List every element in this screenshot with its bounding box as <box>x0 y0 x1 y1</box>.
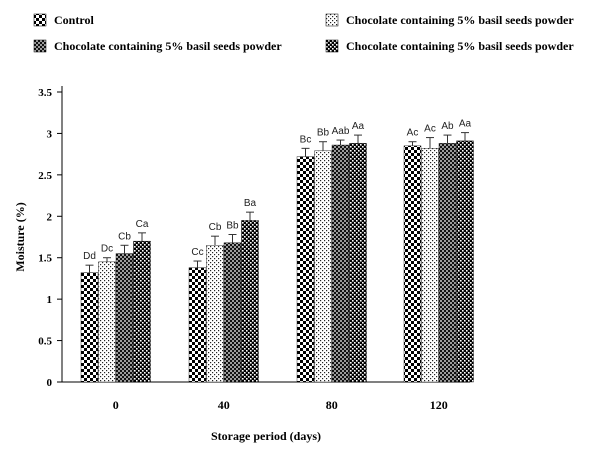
significance-label: Dc <box>101 244 113 255</box>
significance-label: Ac <box>407 128 419 139</box>
significance-label: Ca <box>136 219 149 230</box>
y-tick-label: 2.5 <box>38 170 52 182</box>
legend-label: Chocolate containing 5% basil seeds powd… <box>346 13 574 27</box>
bar <box>438 143 457 383</box>
significance-label: Aa <box>352 121 365 132</box>
y-tick-label: 3.5 <box>38 87 52 99</box>
significance-label: Aa <box>459 119 472 130</box>
significance-label: Bc <box>300 134 312 145</box>
bar <box>349 143 367 383</box>
legend-swatch <box>33 13 47 27</box>
significance-label: Dd <box>83 251 96 262</box>
y-tick-label: 0.5 <box>38 336 52 348</box>
bar <box>80 272 99 383</box>
bar <box>403 145 422 383</box>
bar <box>314 150 332 383</box>
x-axis-title: Storage period (days) <box>211 429 321 443</box>
legend-label: Chocolate containing 5% basil seeds powd… <box>346 39 574 53</box>
legend-label: Chocolate containing 5% basil seeds powd… <box>54 39 282 53</box>
y-tick-label: 0 <box>47 377 53 389</box>
bar <box>241 220 259 383</box>
x-tick-label: 80 <box>326 398 338 412</box>
significance-label: Ba <box>244 198 257 209</box>
legend-swatch <box>325 39 339 53</box>
y-tick-label: 3 <box>47 128 53 140</box>
significance-label: Cb <box>209 222 222 233</box>
bar <box>331 144 350 383</box>
bar <box>296 156 315 383</box>
y-tick-label: 1 <box>47 294 53 306</box>
bar <box>421 148 439 383</box>
bar <box>456 140 474 383</box>
bar <box>206 245 224 383</box>
significance-label: Cc <box>191 247 203 258</box>
axes: 0 0.5 1 1.5 2 2.5 3 3.5 Moisture (%) Storage peri… <box>13 86 470 443</box>
legend-swatch <box>33 39 47 53</box>
x-tick-label: 0 <box>113 398 119 412</box>
x-tick-label: 120 <box>430 398 448 412</box>
legend-label: Control <box>54 13 94 27</box>
bars <box>80 132 474 383</box>
bar <box>188 267 207 383</box>
legend: Control Chocolate containing 5% basil see… <box>33 13 574 53</box>
significance-label: Aab <box>332 126 350 137</box>
significance-label: Cb <box>118 231 131 242</box>
bar <box>133 240 151 383</box>
bar <box>98 261 116 383</box>
y-tick-label: 1.5 <box>38 253 52 265</box>
bar <box>223 242 242 383</box>
x-tick-label: 40 <box>218 398 230 412</box>
y-axis-title: Moisture (%) <box>13 202 27 271</box>
significance-label: Bb <box>226 221 239 232</box>
y-tick-label: 2 <box>47 211 53 223</box>
bar <box>115 253 134 383</box>
significance-label: Ac <box>424 124 436 135</box>
significance-label: Bb <box>317 128 330 139</box>
legend-swatch <box>325 13 339 27</box>
significance-label: Ab <box>441 121 454 132</box>
